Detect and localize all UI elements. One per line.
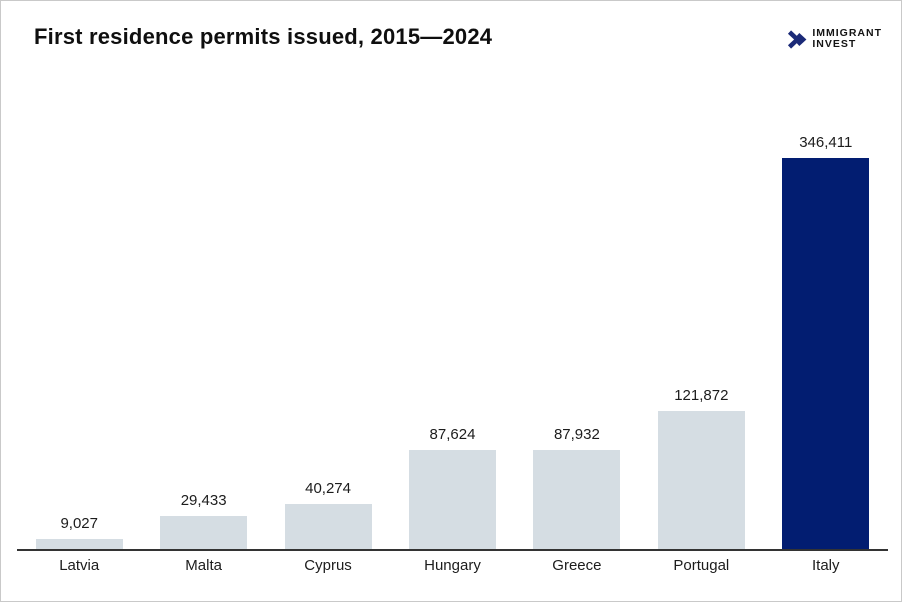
bar-chart: 9,027 29,433 40,274 87,624 87,932 121,872 346,… bbox=[17, 129, 888, 574]
bar-cyprus bbox=[284, 504, 372, 549]
page-title: First residence permits issued, 2015—202… bbox=[34, 24, 493, 49]
bar-column-hungary: 87,624 bbox=[390, 426, 514, 549]
bar-value-label: 121,872 bbox=[674, 387, 729, 404]
logo-line1: IMMIGRANT bbox=[812, 27, 882, 39]
x-axis-label-hungary: Hungary bbox=[424, 557, 481, 574]
bar-hungary bbox=[408, 450, 496, 549]
bar-value-label: 87,932 bbox=[553, 426, 600, 443]
bar-column-portugal: 121,872 bbox=[639, 387, 763, 549]
bar-column-cyprus: 40,274 bbox=[266, 480, 390, 549]
bar-value-label: 346,411 bbox=[799, 134, 853, 151]
bar-column-latvia: 9,027 bbox=[17, 515, 141, 549]
x-axis-label-malta: Malta bbox=[185, 557, 222, 574]
x-axis-label-italy: Italy bbox=[811, 557, 840, 574]
bar-latvia bbox=[35, 539, 123, 549]
double-chevron-right-icon bbox=[788, 29, 807, 49]
bar-value-label: 87,624 bbox=[429, 426, 476, 443]
bar-value-label: 40,274 bbox=[305, 480, 351, 497]
bar-column-italy: 346,411 bbox=[764, 134, 888, 549]
bar-malta bbox=[160, 516, 248, 549]
x-axis-line bbox=[17, 549, 888, 551]
bar-column-malta: 29,433 bbox=[141, 492, 265, 549]
bar-italy bbox=[782, 158, 870, 549]
logo-line2: INVEST bbox=[812, 38, 857, 50]
x-axis-labels: Latvia Malta Cyprus Hungary Greece Portugal It… bbox=[17, 557, 888, 574]
bar-value-label: 29,433 bbox=[180, 492, 227, 509]
bar-column-greece: 87,932 bbox=[515, 426, 639, 549]
x-axis-label-portugal: Portugal bbox=[673, 557, 730, 574]
plot-area: 9,027 29,433 40,274 87,624 87,932 121,872 346,… bbox=[17, 129, 888, 549]
bar-portugal bbox=[657, 411, 745, 549]
immigrant-invest-logo: IMMIGRANT INVEST bbox=[786, 28, 882, 50]
x-axis-label-greece: Greece bbox=[552, 557, 602, 574]
bar-greece bbox=[533, 450, 621, 549]
x-axis-label-cyprus: Cyprus bbox=[304, 557, 352, 574]
bar-value-label: 9,027 bbox=[60, 515, 98, 532]
x-axis-label-latvia: Latvia bbox=[59, 557, 100, 574]
logo-text: IMMIGRANT INVEST bbox=[812, 28, 882, 50]
